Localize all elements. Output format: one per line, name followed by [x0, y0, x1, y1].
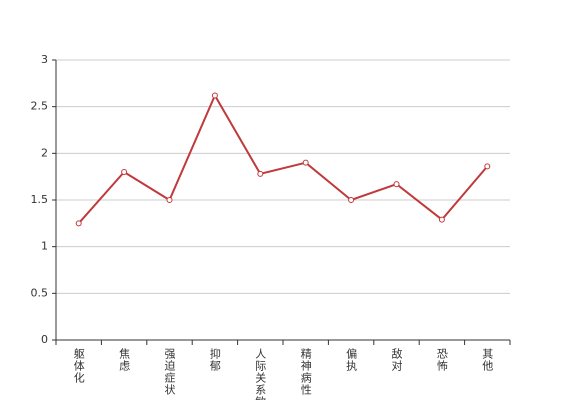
point — [121, 169, 128, 175]
point — [438, 216, 445, 223]
x-tick-label: 躯体化 — [72, 348, 85, 384]
x-tick-label: 人际关系敏感 — [254, 348, 267, 400]
y-tick-label: 1.5 — [31, 193, 49, 206]
x-tick-label: 其他 — [481, 348, 494, 372]
point — [302, 159, 309, 166]
x-tick-label: 强迫症状 — [163, 348, 176, 396]
point — [393, 181, 400, 188]
x-tick-label: 抑郁 — [208, 347, 221, 372]
point — [75, 220, 82, 227]
point — [348, 197, 355, 203]
y-tick-label: 2 — [41, 146, 48, 159]
point — [484, 163, 491, 170]
x-tick-label: 精神病性 — [299, 348, 312, 396]
y-tick-label: 2.5 — [31, 100, 49, 113]
y-tick-label: 1 — [41, 240, 48, 253]
line — [77, 93, 489, 224]
point — [166, 197, 173, 203]
point — [211, 92, 218, 99]
x-tick-label: 敌对 — [390, 347, 403, 372]
y-tick-label: 0.5 — [31, 286, 49, 299]
x-tick-label: 恐怖 — [435, 348, 448, 372]
x-tick-label: 偏执 — [345, 347, 358, 372]
x-tick-label: 焦虑 — [118, 348, 131, 372]
point — [257, 170, 264, 177]
y-tick-label: 0 — [41, 333, 48, 346]
y-tick-label: 3 — [41, 53, 48, 66]
